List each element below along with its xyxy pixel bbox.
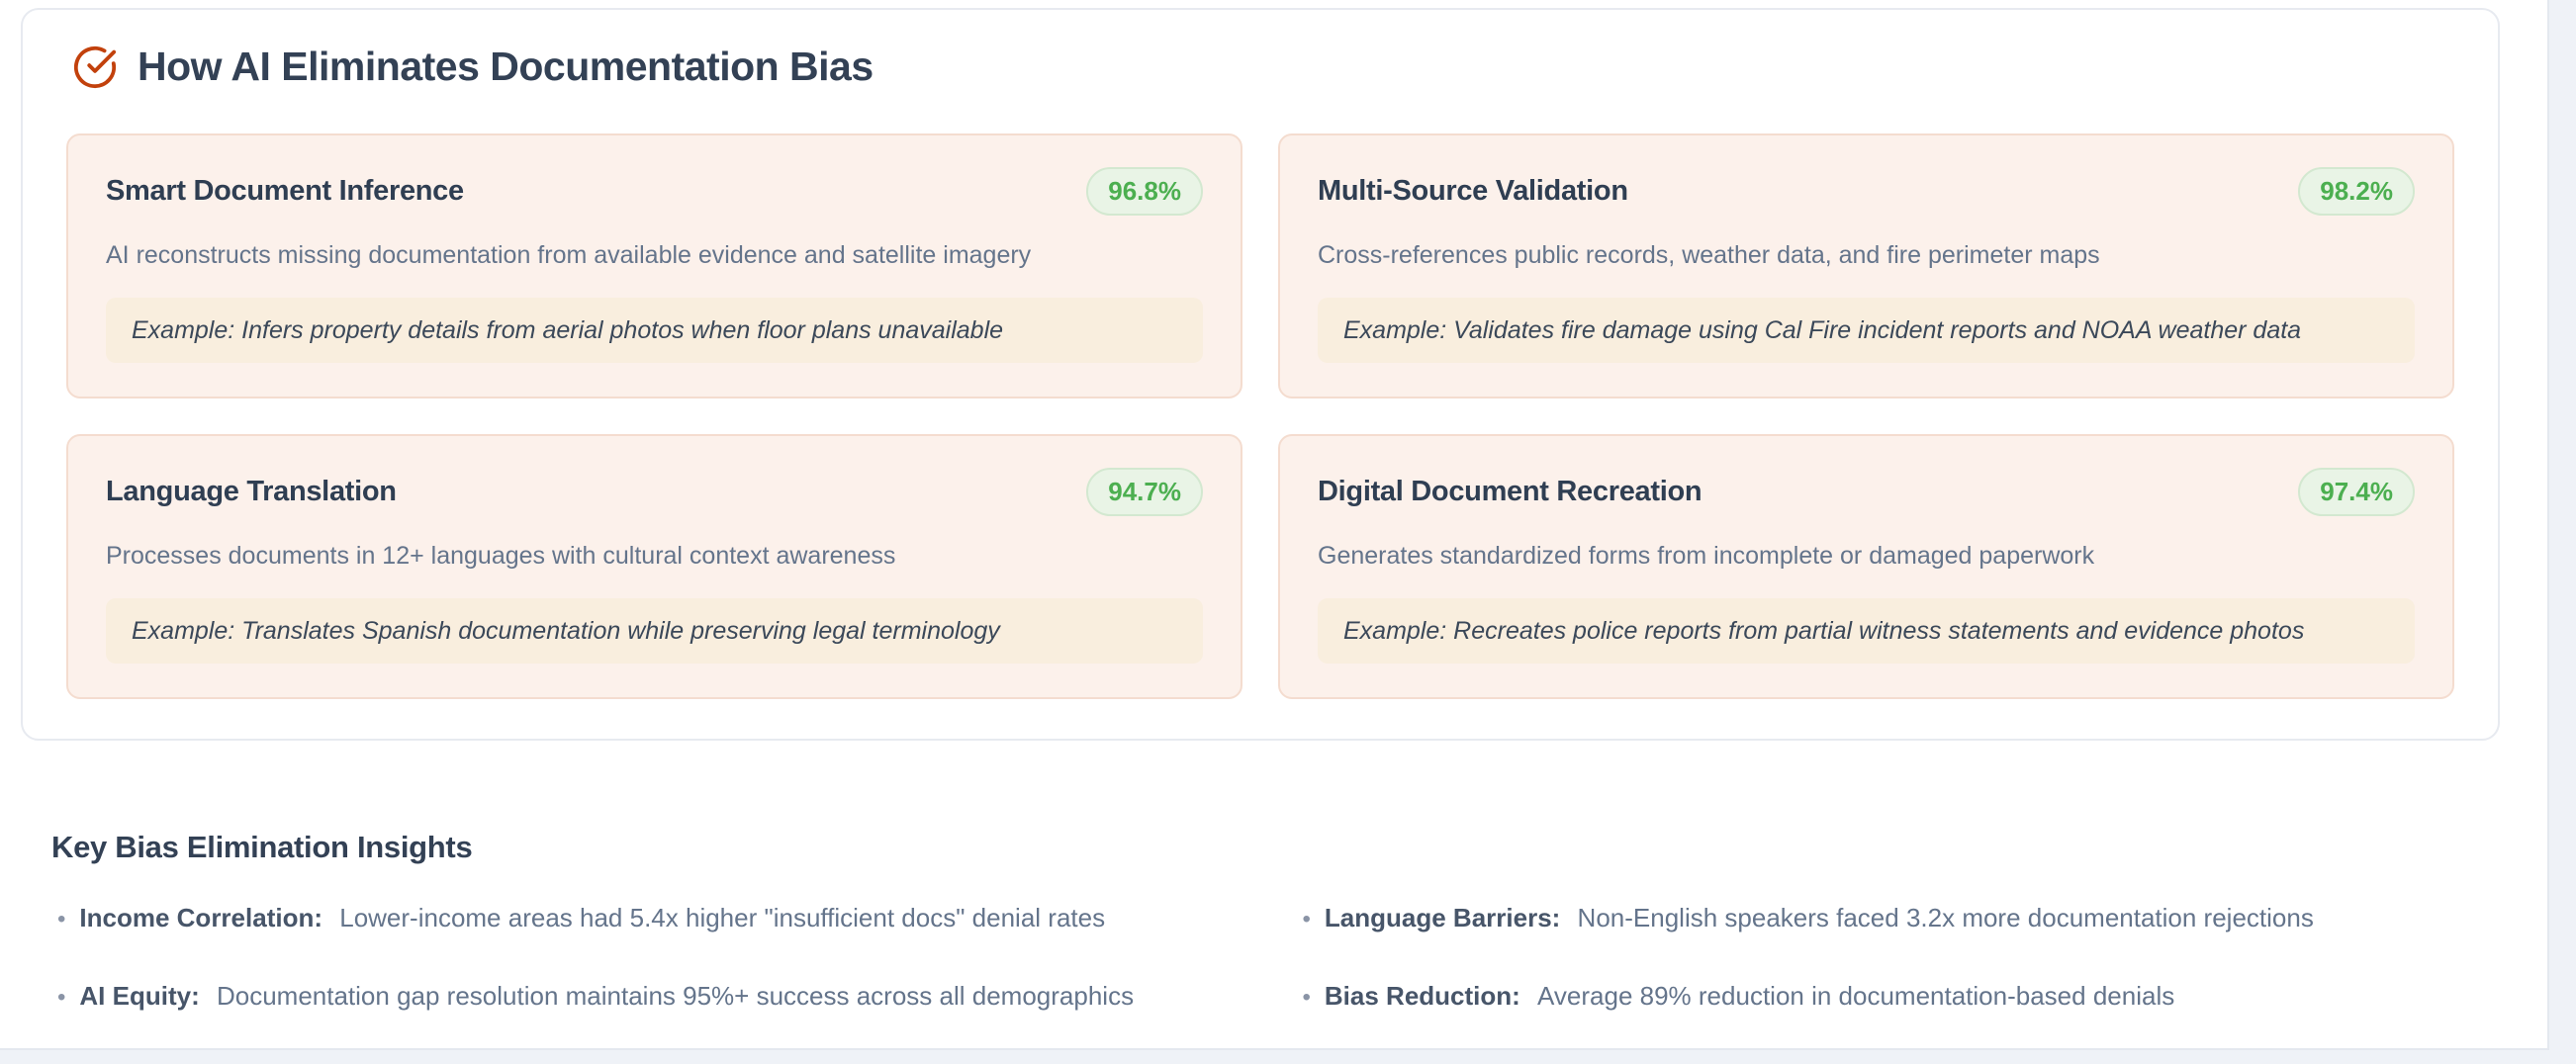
card-example: Example: Translates Spanish documentatio…	[106, 597, 1203, 664]
card-description: Processes documents in 12+ languages wit…	[106, 542, 896, 570]
card-example: Example: Validates fire damage using Cal…	[1318, 297, 2415, 363]
card-example: Example: Recreates police reports from p…	[1318, 597, 2415, 664]
card-title: Multi-Source Validation	[1318, 175, 1628, 207]
feature-card-multi-source-validation: Multi-Source Validation 98.2% Cross-refe…	[1278, 133, 2454, 399]
card-title: Digital Document Recreation	[1318, 476, 1702, 507]
accuracy-badge: 96.8%	[1086, 167, 1203, 216]
insight-label: AI Equity:	[79, 981, 207, 1012]
insight-text: Non-English speakers faced 3.2x more doc…	[1577, 903, 2314, 932]
insights-grid: • Income Correlation: Lower-income areas…	[51, 901, 2502, 1015]
insight-text: Documentation gap resolution maintains 9…	[216, 981, 1135, 1012]
check-circle-icon	[73, 45, 117, 88]
card-head: Multi-Source Validation 98.2%	[1318, 167, 2415, 216]
content-area: How AI Eliminates Documentation Bias Sma…	[0, 0, 2549, 1050]
insight-label: Bias Reduction:	[1324, 981, 1528, 1012]
insight-item-ai-equity: • AI Equity: Documentation gap resolutio…	[51, 979, 1257, 1014]
accuracy-badge: 98.2%	[2298, 167, 2415, 216]
insight-label: Language Barriers:	[1324, 903, 1568, 932]
insight-text: Average 89% reduction in documentation-b…	[1537, 981, 2175, 1012]
feature-cards-grid: Smart Document Inference 96.8% AI recons…	[66, 133, 2454, 699]
feature-card-digital-document-recreation: Digital Document Recreation 97.4% Genera…	[1278, 434, 2454, 699]
insight-text: Lower-income areas had 5.4x higher "insu…	[339, 903, 1106, 932]
bullet-icon: •	[57, 906, 66, 932]
bullet-icon: •	[1302, 906, 1311, 932]
card-description: Cross-references public records, weather…	[1318, 241, 2100, 269]
card-description: Generates standardized forms from incomp…	[1318, 542, 2095, 570]
insights-heading: Key Bias Elimination Insights	[51, 830, 473, 864]
card-head: Language Translation 94.7%	[106, 468, 1203, 516]
panel-title-row: How AI Eliminates Documentation Bias	[72, 44, 2454, 90]
insight-item-language-barriers: • Language Barriers: Non-English speaker…	[1297, 901, 2503, 935]
bullet-icon: •	[1302, 984, 1311, 1012]
panel-title: How AI Eliminates Documentation Bias	[138, 44, 874, 89]
insight-item-income-correlation: • Income Correlation: Lower-income areas…	[51, 901, 1257, 935]
feature-card-language-translation: Language Translation 94.7% Processes doc…	[66, 434, 1242, 699]
insight-item-bias-reduction: • Bias Reduction: Average 89% reduction …	[1297, 979, 2503, 1014]
card-description: AI reconstructs missing documentation fr…	[106, 241, 1032, 269]
ai-features-panel: How AI Eliminates Documentation Bias Sma…	[21, 8, 2500, 741]
accuracy-badge: 97.4%	[2298, 468, 2415, 516]
card-head: Digital Document Recreation 97.4%	[1318, 468, 2415, 516]
insights-section: Key Bias Elimination Insights • Income C…	[51, 830, 2502, 1015]
accuracy-badge: 94.7%	[1086, 468, 1203, 516]
insight-label: Income Correlation:	[79, 903, 330, 932]
bullet-icon: •	[57, 984, 66, 1012]
card-title: Smart Document Inference	[106, 175, 464, 207]
card-title: Language Translation	[106, 476, 397, 507]
card-head: Smart Document Inference 96.8%	[106, 167, 1203, 216]
card-example: Example: Infers property details from ae…	[106, 297, 1203, 363]
feature-card-smart-document-inference: Smart Document Inference 96.8% AI recons…	[66, 133, 1242, 399]
